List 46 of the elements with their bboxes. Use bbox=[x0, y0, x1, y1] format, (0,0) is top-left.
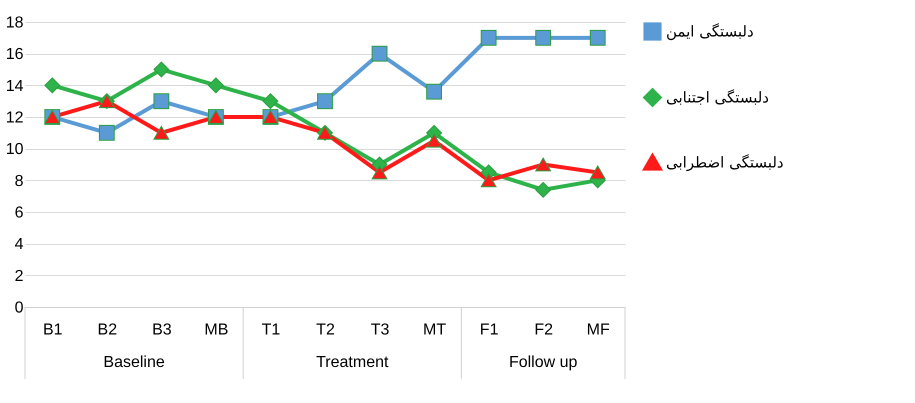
point bbox=[153, 62, 170, 78]
y-tick-label: 0 bbox=[14, 300, 24, 316]
y-tick-label: 14 bbox=[6, 78, 24, 95]
point bbox=[372, 165, 388, 180]
y-tick-label: 6 bbox=[14, 204, 24, 222]
text: Treatment bbox=[316, 354, 389, 371]
x-tick-label: MT bbox=[423, 322, 446, 338]
y-tick-label: 12 bbox=[6, 110, 24, 126]
x-tick-label: MB bbox=[204, 322, 228, 338]
y-tick-label: 8 bbox=[14, 172, 24, 190]
x-tick-label: T3 bbox=[370, 322, 390, 338]
point bbox=[590, 30, 606, 46]
y-tick-label: 18 bbox=[6, 14, 24, 32]
x-tick-label: B2 bbox=[98, 322, 118, 338]
point bbox=[44, 77, 60, 94]
point bbox=[535, 158, 552, 172]
point bbox=[153, 93, 170, 110]
x-tick-label: T1 bbox=[262, 322, 280, 338]
point bbox=[262, 93, 278, 110]
x-tick-label: B1 bbox=[42, 322, 63, 338]
text: Baseline bbox=[103, 354, 165, 371]
point bbox=[535, 182, 552, 198]
x-tick-label: T2 bbox=[316, 322, 335, 338]
point bbox=[426, 134, 442, 148]
point bbox=[98, 124, 115, 141]
legend-label: دلبستگی اجتنابی bbox=[666, 88, 769, 106]
x-tick-label: B3 bbox=[152, 322, 172, 338]
point bbox=[153, 126, 170, 140]
x-tick-label: F1 bbox=[480, 322, 499, 338]
y-tick-label: 2 bbox=[14, 268, 24, 285]
y-tick-label: 4 bbox=[14, 236, 24, 254]
point bbox=[208, 77, 224, 94]
point bbox=[535, 30, 552, 46]
point bbox=[372, 46, 388, 62]
x-tick-label: F2 bbox=[534, 322, 554, 338]
point bbox=[590, 165, 606, 180]
legend-label: دلبستگی ایمن bbox=[666, 22, 754, 40]
x-tick-label: MF bbox=[586, 322, 610, 338]
y-tick-label: 10 bbox=[6, 141, 24, 158]
point bbox=[317, 93, 333, 110]
text: Follow up bbox=[508, 354, 578, 371]
point bbox=[480, 173, 497, 188]
point bbox=[480, 30, 497, 46]
point bbox=[426, 84, 442, 100]
legend-label: دلبستگی اضطرابی bbox=[666, 154, 784, 172]
y-tick-label: 16 bbox=[6, 46, 24, 64]
